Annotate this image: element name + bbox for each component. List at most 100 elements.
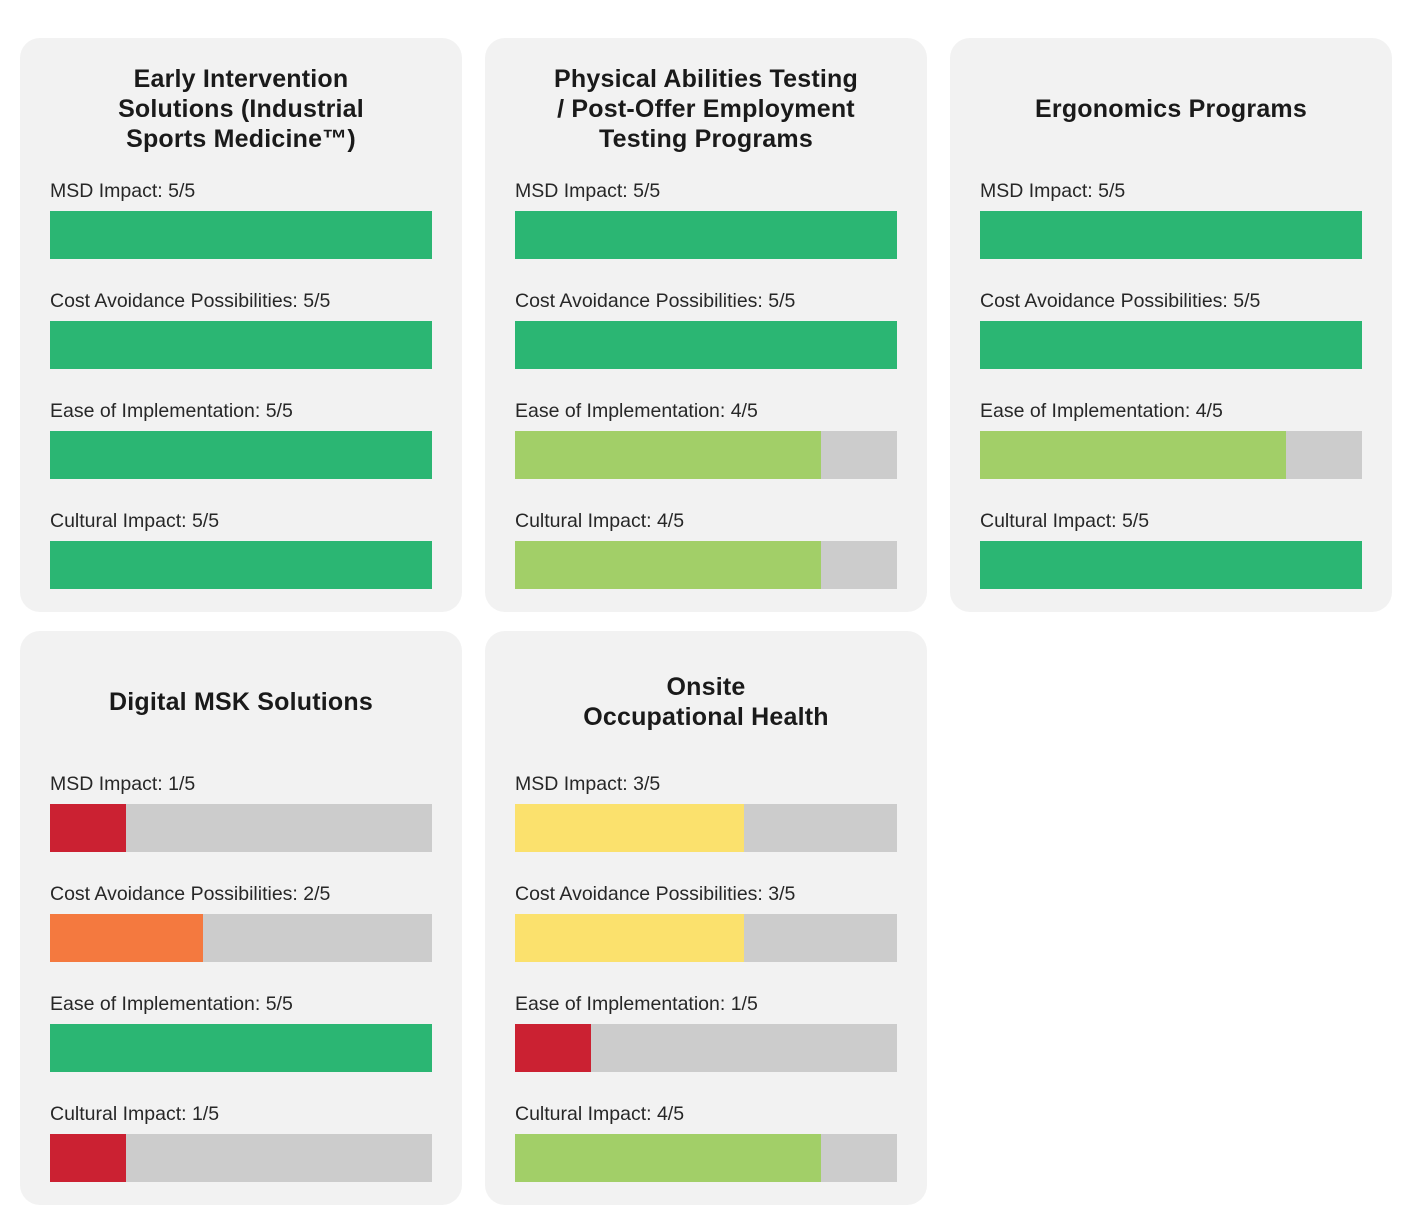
card-title: Early Intervention Solutions (Industrial S…: [50, 60, 432, 158]
metric-row: Cultural Impact: 5/5: [50, 508, 432, 589]
metric-label: Cultural Impact: 5/5: [980, 510, 1150, 532]
metric-label: Cultural Impact: 1/5: [50, 1103, 220, 1125]
metric-row: Cost Avoidance Possibilities: 5/5: [980, 288, 1362, 369]
metric-row: Cost Avoidance Possibilities: 3/5: [515, 881, 897, 962]
card-title-line: Physical Abilities Testing: [554, 65, 858, 93]
rating-bar-track: [515, 431, 897, 479]
card-title: Digital MSK Solutions: [50, 653, 432, 751]
metric-row: Ease of Implementation: 1/5: [515, 991, 897, 1072]
card-title: Onsite Occupational Health: [515, 653, 897, 751]
metric-label: MSD Impact: 3/5: [515, 773, 661, 795]
metric-row: Ease of Implementation: 4/5: [515, 398, 897, 479]
card-title-line: / Post-Offer Employment: [557, 95, 855, 123]
rating-bar-fill: [515, 804, 745, 852]
metric-row: Cost Avoidance Possibilities: 5/5: [515, 288, 897, 369]
metric-row: Ease of Implementation: 5/5: [50, 991, 432, 1072]
rating-bar-fill: [515, 211, 897, 259]
rating-bar-fill: [515, 1024, 592, 1072]
metric-label: Ease of Implementation: 5/5: [50, 993, 293, 1015]
metric-label: Ease of Implementation: 1/5: [515, 993, 758, 1015]
rating-bar-track: [980, 541, 1362, 589]
metric-label: MSD Impact: 5/5: [515, 180, 661, 202]
rating-bar-fill: [515, 431, 821, 479]
metrics-list: MSD Impact: 5/5 Cost Avoidance Possibili…: [980, 178, 1362, 589]
metric-label: Cultural Impact: 4/5: [515, 1103, 685, 1125]
rating-bar-fill: [50, 1024, 432, 1072]
card-title-line: Digital MSK Solutions: [109, 688, 373, 716]
metric-label: Ease of Implementation: 4/5: [980, 400, 1223, 422]
metric-row: Cost Avoidance Possibilities: 5/5: [50, 288, 432, 369]
rating-bar-fill: [515, 914, 745, 962]
metric-label: MSD Impact: 1/5: [50, 773, 196, 795]
card-title-line: Solutions (Industrial: [118, 95, 364, 123]
program-card: Digital MSK Solutions MSD Impact: 1/5 Co…: [20, 631, 462, 1205]
card-title: Ergonomics Programs: [980, 60, 1362, 158]
program-card: Early Intervention Solutions (Industrial S…: [20, 38, 462, 612]
rating-bar-fill: [515, 1134, 821, 1182]
rating-bar-track: [515, 804, 897, 852]
rating-bar-fill: [50, 1134, 127, 1182]
rating-bar-fill: [980, 211, 1362, 259]
rating-bar-track: [515, 914, 897, 962]
metric-row: Cultural Impact: 5/5: [980, 508, 1362, 589]
rating-bar-fill: [515, 321, 897, 369]
metrics-list: MSD Impact: 3/5 Cost Avoidance Possibili…: [515, 771, 897, 1182]
card-title: Physical Abilities Testing / Post-Offer E…: [515, 60, 897, 158]
rating-bar-fill: [980, 541, 1362, 589]
program-card: Physical Abilities Testing / Post-Offer E…: [485, 38, 927, 612]
metric-label: Cost Avoidance Possibilities: 5/5: [515, 290, 796, 312]
rating-bar-track: [515, 321, 897, 369]
rating-bar-track: [515, 1024, 897, 1072]
rating-bar-track: [50, 211, 432, 259]
rating-bar-fill: [50, 914, 203, 962]
metric-row: MSD Impact: 1/5: [50, 771, 432, 852]
metrics-list: MSD Impact: 1/5 Cost Avoidance Possibili…: [50, 771, 432, 1182]
card-title-line: Ergonomics Programs: [1035, 95, 1307, 123]
rating-bar-fill: [50, 541, 432, 589]
metric-row: MSD Impact: 3/5: [515, 771, 897, 852]
metric-row: Cultural Impact: 4/5: [515, 1101, 897, 1182]
rating-bar-track: [50, 431, 432, 479]
rating-bar-track: [515, 211, 897, 259]
metrics-list: MSD Impact: 5/5 Cost Avoidance Possibili…: [50, 178, 432, 589]
card-title-line: Sports Medicine™): [126, 125, 356, 153]
metric-label: Cost Avoidance Possibilities: 5/5: [50, 290, 331, 312]
metrics-list: MSD Impact: 5/5 Cost Avoidance Possibili…: [515, 178, 897, 589]
rating-bar-track: [515, 1134, 897, 1182]
rating-bar-fill: [515, 541, 821, 589]
rating-bar-track: [50, 1134, 432, 1182]
metric-label: Cultural Impact: 4/5: [515, 510, 685, 532]
metric-row: Ease of Implementation: 4/5: [980, 398, 1362, 479]
metric-row: MSD Impact: 5/5: [980, 178, 1362, 259]
rating-bar-fill: [50, 431, 432, 479]
programs-grid: Early Intervention Solutions (Industrial S…: [20, 38, 1392, 1205]
metric-label: Ease of Implementation: 5/5: [50, 400, 293, 422]
rating-bar-track: [50, 804, 432, 852]
rating-bar-fill: [50, 321, 432, 369]
rating-bar-track: [50, 541, 432, 589]
metric-label: Cost Avoidance Possibilities: 5/5: [980, 290, 1261, 312]
rating-bar-track: [980, 211, 1362, 259]
rating-bar-track: [50, 1024, 432, 1072]
rating-bar-fill: [980, 321, 1362, 369]
rating-bar-track: [50, 914, 432, 962]
rating-bar-fill: [980, 431, 1286, 479]
metric-row: Cost Avoidance Possibilities: 2/5: [50, 881, 432, 962]
card-title-line: Onsite: [666, 673, 746, 701]
metric-label: MSD Impact: 5/5: [980, 180, 1126, 202]
card-title-line: Occupational Health: [583, 703, 829, 731]
metric-label: Ease of Implementation: 4/5: [515, 400, 758, 422]
card-title-line: Early Intervention: [133, 65, 349, 93]
metric-label: Cost Avoidance Possibilities: 3/5: [515, 883, 796, 905]
metric-label: Cost Avoidance Possibilities: 2/5: [50, 883, 331, 905]
rating-bar-track: [980, 431, 1362, 479]
metric-row: Cultural Impact: 1/5: [50, 1101, 432, 1182]
rating-bar-track: [515, 541, 897, 589]
rating-bar-track: [50, 321, 432, 369]
metric-label: MSD Impact: 5/5: [50, 180, 196, 202]
program-card: Ergonomics Programs MSD Impact: 5/5 Cost…: [950, 38, 1392, 612]
rating-bar-track: [980, 321, 1362, 369]
metric-row: Ease of Implementation: 5/5: [50, 398, 432, 479]
metric-row: MSD Impact: 5/5: [50, 178, 432, 259]
